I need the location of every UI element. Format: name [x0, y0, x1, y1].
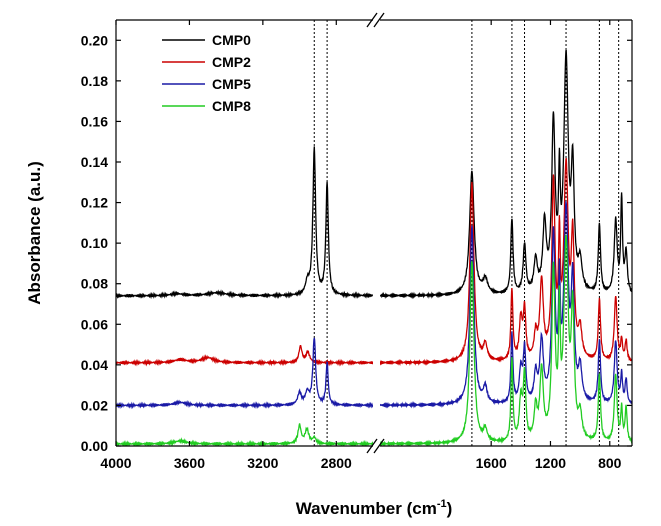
legend-label: CMP8: [212, 98, 251, 114]
x-tick-label: 800: [598, 455, 622, 471]
x-tick-label: 4000: [100, 455, 131, 471]
x-tick-label: 3600: [174, 455, 205, 471]
x-tick-label: 3200: [247, 455, 278, 471]
legend-item-cmp2: CMP2: [162, 54, 251, 70]
legend: CMP0 CMP2 CMP5 CMP8: [162, 32, 251, 114]
y-tick-label: 0.14: [81, 154, 108, 170]
legend-label: CMP0: [212, 32, 251, 48]
y-tick-label: 0.02: [81, 397, 108, 413]
legend-item-cmp8: CMP8: [162, 98, 251, 114]
series-cmp2-segment-1: [116, 344, 373, 367]
legend-label: CMP5: [212, 76, 251, 92]
break-mark-top-2: [373, 12, 385, 28]
series-cmp5-segment-2: [380, 200, 632, 409]
y-tick-label: 0.04: [81, 357, 108, 373]
series-layer: [116, 49, 632, 446]
x-axis-title-close: ): [447, 499, 453, 518]
series-cmp2-segment-2: [380, 157, 632, 366]
break-mark-top-1: [366, 12, 378, 28]
series-cmp8-segment-1: [116, 423, 373, 446]
y-axis-title: Absorbance (a.u.): [25, 161, 44, 305]
x-tick-label: 1200: [535, 455, 566, 471]
series-cmp5-segment-1: [116, 337, 373, 410]
series-cmp0-segment-2: [380, 49, 632, 300]
plot-frame: [115, 19, 633, 447]
legend-label: CMP2: [212, 54, 251, 70]
y-tick-label: 0.00: [81, 438, 108, 454]
y-tick-label: 0.12: [81, 195, 108, 211]
legend-item-cmp5: CMP5: [162, 76, 251, 92]
y-tick-label: 0.20: [81, 32, 108, 48]
y-tick-label: 0.18: [81, 73, 108, 89]
axis-break-marks: [366, 12, 385, 454]
y-tick-label: 0.10: [81, 235, 108, 251]
y-tick-label: 0.08: [81, 276, 108, 292]
x-tick-label: 2800: [321, 455, 352, 471]
y-tick-label: 0.06: [81, 316, 108, 332]
series-cmp0-segment-1: [116, 146, 373, 300]
legend-item-cmp0: CMP0: [162, 32, 251, 48]
series-cmp8-segment-2: [380, 234, 632, 446]
axis-ticks: 0.00 0.02 0.04 0.06 0.08 0.10 0.12 0.14 0.16 0.18…: [81, 20, 632, 471]
x-axis-title-main: Wavenumber (cm: [296, 499, 437, 518]
break-mark-bottom-1: [366, 438, 378, 454]
x-axis-title-superscript: -1: [437, 498, 447, 510]
y-tick-label: 0.16: [81, 113, 108, 129]
break-mark-bottom-2: [373, 438, 385, 454]
x-axis-title: Wavenumber (cm-1): [296, 498, 453, 518]
x-tick-label: 1600: [476, 455, 507, 471]
